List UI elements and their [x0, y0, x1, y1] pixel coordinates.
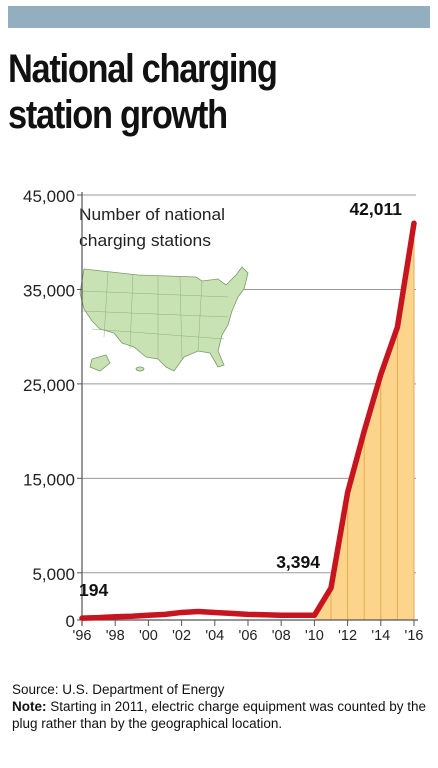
x-tick-label: '02 — [172, 628, 191, 644]
note-body: Starting in 2011, electric charge equipm… — [12, 699, 426, 731]
title-line-1: National charging — [8, 47, 278, 91]
us-map-shape — [79, 266, 249, 372]
title-line-2: station growth — [8, 93, 228, 137]
x-tick-label: '12 — [338, 628, 357, 644]
y-tick-label: 0 — [66, 612, 75, 631]
us-map-state-border — [81, 290, 229, 298]
x-tick-label: '16 — [405, 628, 424, 644]
shaded-area — [314, 223, 414, 621]
x-tick-label: '04 — [205, 628, 224, 644]
x-tick-label: '96 — [73, 628, 92, 644]
y-tick-label: 25,000 — [23, 376, 75, 395]
y-tick-label: 5,000 — [32, 565, 75, 584]
x-tick-label: '08 — [272, 628, 291, 644]
us-map-alaska — [89, 354, 111, 372]
y-tick-label: 45,000 — [23, 187, 75, 206]
legend-line-1: Number of national — [79, 206, 225, 224]
us-map-icon — [79, 266, 249, 372]
source-text: Source: U.S. Department of Energy — [12, 682, 225, 697]
data-label: 3,394 — [276, 552, 320, 572]
us-map-state-border — [103, 271, 109, 338]
data-label: 42,011 — [349, 199, 402, 219]
legend-line-2: charging stations — [79, 232, 211, 250]
x-tick-label: '10 — [305, 628, 324, 644]
note-label: Note: — [12, 699, 47, 714]
us-map-state-border — [129, 273, 134, 350]
data-label: 194 — [79, 580, 108, 600]
x-tick-label: '00 — [139, 628, 158, 644]
chart: Number of national charging stations 0 5,00… — [23, 187, 424, 644]
x-tick-label: '98 — [106, 628, 125, 644]
us-map-state-border — [179, 276, 183, 360]
series-line — [79, 220, 417, 621]
y-tick-label: 35,000 — [23, 281, 75, 300]
x-tick-label: '14 — [371, 628, 390, 644]
header-bar — [8, 6, 430, 28]
us-map-state-border — [91, 328, 225, 340]
x-tick-label: '06 — [239, 628, 258, 644]
note-text: Note: Starting in 2011, electric charge … — [12, 698, 430, 732]
us-map-state-border — [81, 310, 229, 318]
source-note: Source: U.S. Department of Energy Note: … — [12, 681, 430, 732]
y-tick-label: 15,000 — [23, 470, 75, 489]
us-map-hawaii — [135, 366, 145, 372]
page-title: National charging station growth — [8, 46, 371, 138]
